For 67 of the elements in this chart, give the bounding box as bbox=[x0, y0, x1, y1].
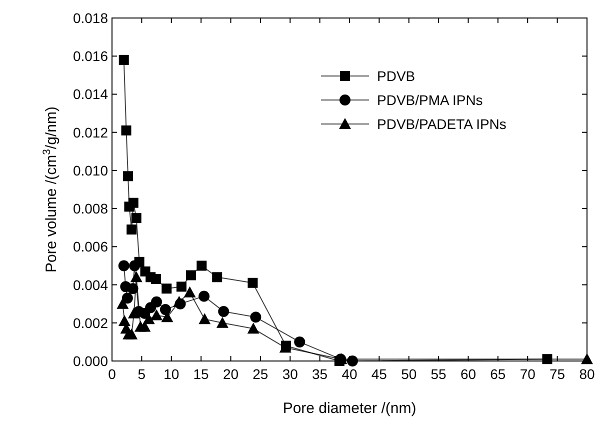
x-tick-label: 75 bbox=[550, 366, 566, 382]
y-tick-label: 0.018 bbox=[72, 10, 108, 26]
point bbox=[581, 353, 593, 364]
point bbox=[129, 260, 140, 272]
point bbox=[130, 271, 142, 282]
point bbox=[128, 307, 140, 318]
point bbox=[198, 313, 211, 324]
point bbox=[116, 298, 129, 309]
point bbox=[184, 286, 196, 298]
point bbox=[212, 272, 222, 282]
x-tick-label: 20 bbox=[222, 366, 239, 382]
point bbox=[160, 304, 171, 316]
x-tick-label: 25 bbox=[252, 366, 268, 382]
point bbox=[250, 312, 262, 323]
point bbox=[118, 54, 129, 65]
y-tick-label: 0.010 bbox=[72, 162, 108, 178]
x-tick-label: 65 bbox=[490, 366, 506, 382]
x-tick-label: 80 bbox=[579, 366, 595, 382]
point bbox=[121, 125, 132, 136]
point bbox=[118, 314, 130, 326]
point bbox=[122, 292, 133, 304]
x-tick-label: 0 bbox=[108, 366, 116, 382]
point bbox=[131, 213, 142, 224]
x-tick-label: 70 bbox=[520, 366, 536, 382]
x-tick-label: 15 bbox=[193, 366, 210, 382]
point bbox=[542, 354, 552, 364]
y-tick-label: 0.004 bbox=[72, 276, 108, 293]
x-tick-label: 50 bbox=[401, 366, 417, 382]
point bbox=[151, 296, 162, 308]
legend-label: PDVB/PMA IPNs bbox=[377, 92, 483, 108]
point bbox=[216, 316, 228, 328]
y-tick-label: 0.006 bbox=[72, 238, 108, 255]
x-tick-label: 35 bbox=[312, 366, 328, 382]
point bbox=[126, 224, 137, 235]
y-tick-label: 0.008 bbox=[72, 200, 108, 217]
point bbox=[218, 306, 230, 317]
y-tick-label: 0.000 bbox=[72, 353, 108, 369]
x-axis-title: Pore diameter /(nm) bbox=[282, 400, 416, 417]
x-tick-label: 40 bbox=[342, 366, 358, 382]
point bbox=[346, 356, 358, 366]
x-tick-label: 45 bbox=[371, 366, 388, 382]
x-tick-label: 30 bbox=[282, 366, 298, 382]
x-tick-label: 55 bbox=[430, 366, 447, 382]
point bbox=[294, 336, 306, 348]
point bbox=[142, 313, 155, 324]
point bbox=[162, 284, 172, 294]
x-tick-label: 5 bbox=[138, 366, 146, 382]
point bbox=[247, 322, 260, 334]
y-tick-label: 0.014 bbox=[72, 86, 108, 102]
y-tick-label: 0.016 bbox=[72, 48, 108, 64]
point bbox=[123, 171, 134, 182]
point bbox=[173, 296, 186, 307]
x-tick-label: 60 bbox=[460, 366, 476, 382]
point bbox=[196, 260, 207, 271]
point bbox=[126, 328, 138, 340]
legend-label: PDVB bbox=[377, 68, 416, 84]
point bbox=[186, 270, 196, 280]
point bbox=[198, 290, 210, 302]
point bbox=[248, 278, 258, 288]
y-tick-label: 0.002 bbox=[72, 314, 108, 331]
point bbox=[150, 309, 163, 320]
point bbox=[176, 282, 186, 292]
legend-label: PDVB/PADETA IPNs bbox=[377, 116, 506, 132]
x-tick-label: 10 bbox=[164, 366, 180, 382]
point bbox=[150, 274, 161, 284]
y-tick-label: 0.012 bbox=[72, 124, 108, 140]
point bbox=[118, 260, 130, 272]
